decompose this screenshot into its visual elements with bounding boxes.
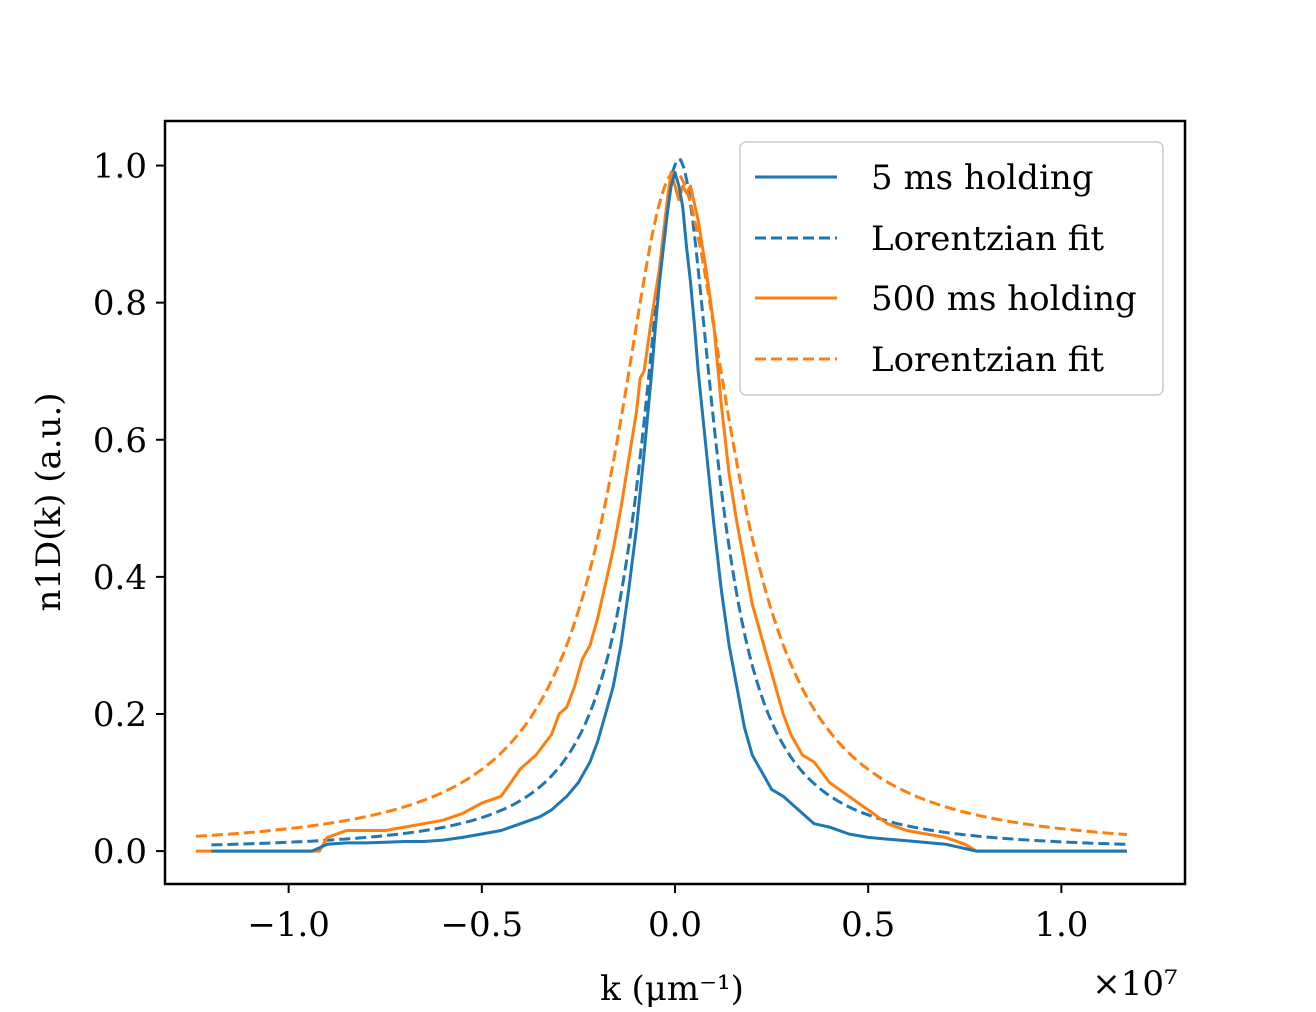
series-5ms-lorentzian-fit (211, 158, 1128, 847)
x-tick-label: −0.5 (441, 905, 524, 945)
legend-label-5ms-fit: Lorentzian fit (871, 219, 1104, 259)
legend-box (739, 141, 1164, 396)
x-tick-label: 0.0 (648, 905, 702, 945)
y-tick-label: 0.8 (93, 284, 147, 324)
y-tick-label: 0.0 (93, 832, 147, 872)
x-axis-label: k (μm⁻¹) (600, 969, 744, 1009)
x-axis-ticks: −1.0 −0.5 0.0 0.5 1.0 (247, 884, 1088, 945)
y-axis-ticks: 0.0 0.2 0.4 0.6 0.8 1.0 (93, 147, 165, 872)
series-layer (195, 158, 1128, 853)
legend-label-500ms: 500 ms holding (871, 279, 1137, 319)
x-tick-label: 1.0 (1034, 905, 1088, 945)
series-5ms-holding (211, 170, 1127, 853)
x-tick-label: −1.0 (247, 905, 330, 945)
legend-label-5ms: 5 ms holding (871, 158, 1093, 198)
legend-label-500ms-fit: Lorentzian fit (871, 340, 1104, 380)
y-axis-label: n1D(k) (a.u.) (29, 392, 69, 611)
legend: 5 ms holding Lorentzian fit 500 ms holdi… (739, 141, 1164, 396)
x-tick-label: 0.5 (841, 905, 895, 945)
y-tick-label: 1.0 (93, 147, 147, 187)
y-tick-label: 0.4 (93, 558, 147, 598)
y-tick-label: 0.2 (93, 695, 147, 735)
y-tick-label: 0.6 (93, 421, 147, 461)
series-500ms-holding (195, 170, 1127, 853)
x-axis-offset-label: ×10⁷ (1092, 964, 1177, 1004)
